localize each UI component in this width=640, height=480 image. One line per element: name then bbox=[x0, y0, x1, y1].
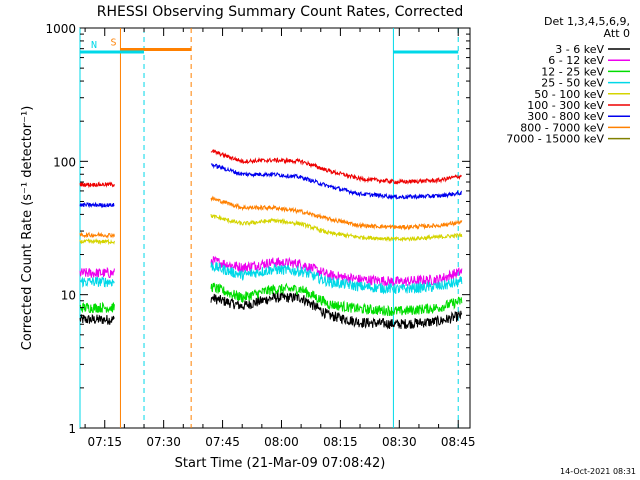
x-tick-label: 08:15 bbox=[323, 435, 358, 449]
x-tick-label: 07:30 bbox=[146, 435, 181, 449]
legend-label: 12 - 25 keV bbox=[541, 65, 604, 78]
y-tick-label: 1 bbox=[68, 422, 76, 436]
series-line-0 bbox=[79, 291, 463, 330]
x-tick-label: 07:15 bbox=[87, 435, 122, 449]
detector-note-line-1: Det 1,3,4,5,6,9, bbox=[544, 15, 630, 28]
marker-layer: SN bbox=[79, 28, 459, 428]
series-line-2 bbox=[79, 282, 463, 317]
x-tick-label: 08:30 bbox=[382, 435, 417, 449]
series-line-3 bbox=[79, 262, 463, 295]
y-tick-label: 1000 bbox=[45, 22, 76, 36]
legend-label: 300 - 800 keV bbox=[527, 110, 604, 123]
y-tick-label: 100 bbox=[53, 155, 76, 169]
series-line-5 bbox=[79, 149, 462, 189]
x-axis-label: Start Time (21-Mar-09 07:08:42) bbox=[175, 456, 386, 471]
y-axis-label: Corrected Count Rate (s⁻¹ detector⁻¹) bbox=[20, 106, 35, 351]
detector-note-line-2: Att 0 bbox=[604, 27, 630, 40]
legend-label: 800 - 7000 keV bbox=[520, 121, 604, 134]
series-line-1 bbox=[79, 255, 463, 287]
legend-label: 6 - 12 keV bbox=[548, 54, 604, 67]
x-tick-label: 08:00 bbox=[264, 435, 299, 449]
legend-label: 50 - 100 keV bbox=[534, 88, 604, 101]
flag-label: S bbox=[110, 37, 116, 48]
x-tick-label: 08:45 bbox=[441, 435, 476, 449]
tick-layer: 1 10 100 1000 07:15 07:30 07:45 08:00 08:15 08:30… bbox=[45, 22, 475, 449]
series-line-6 bbox=[79, 163, 462, 209]
legend-label: 7000 - 15000 keV bbox=[506, 133, 604, 146]
y-tick-label: 10 bbox=[61, 289, 76, 303]
series-layer bbox=[79, 149, 463, 330]
legend-label: 3 - 6 keV bbox=[555, 43, 604, 56]
flag-label: N bbox=[91, 40, 97, 51]
series-line-7 bbox=[79, 195, 463, 239]
legend-label: 100 - 300 keV bbox=[527, 99, 604, 112]
timestamp-stamp: 14-Oct-2021 08:31 bbox=[560, 467, 636, 476]
series-line-4 bbox=[79, 214, 463, 246]
x-tick-label: 07:45 bbox=[205, 435, 240, 449]
legend-label: 25 - 50 keV bbox=[541, 77, 604, 90]
chart-title: RHESSI Observing Summary Count Rates, Co… bbox=[97, 4, 463, 20]
